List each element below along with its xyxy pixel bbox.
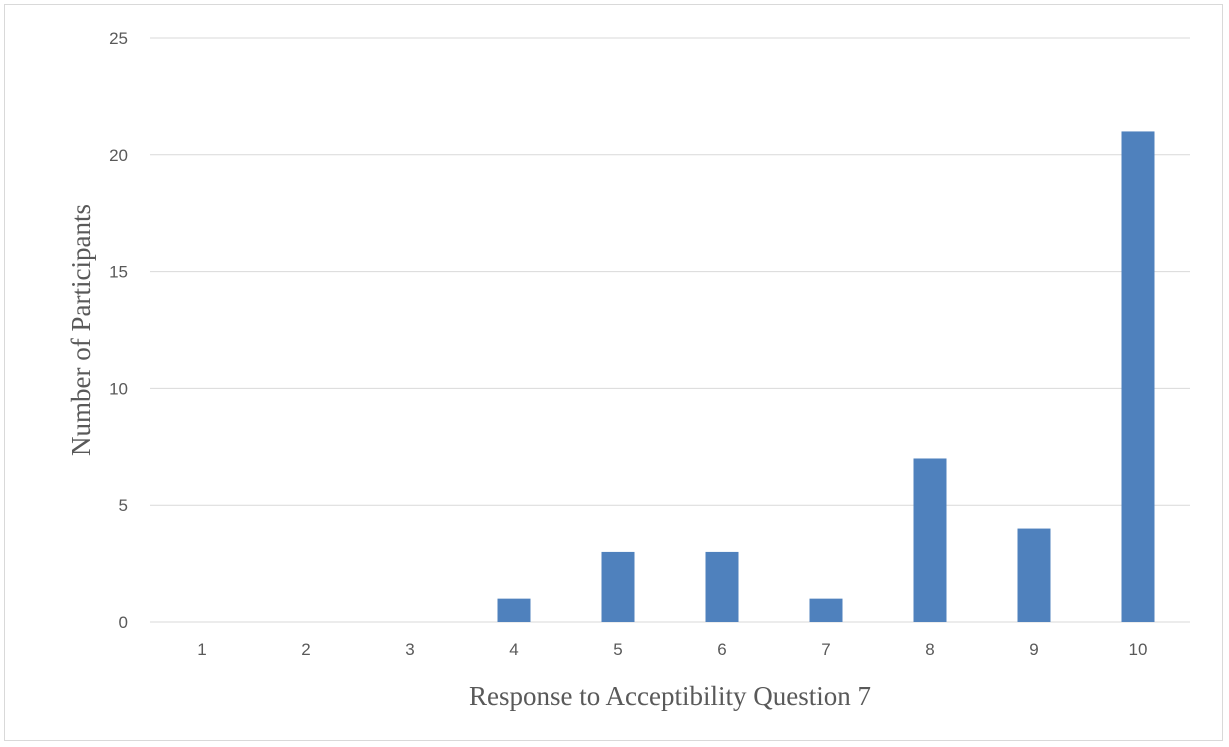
bars [497, 131, 1155, 622]
bar-8 [913, 458, 947, 622]
y-tick-label: 20 [109, 146, 128, 165]
x-tick-label: 8 [925, 640, 934, 659]
gridlines [150, 37, 1190, 623]
bar-5 [601, 551, 635, 622]
bar-6 [705, 551, 739, 622]
bar-10 [1121, 131, 1155, 622]
y-tick-label: 25 [109, 29, 128, 48]
x-tick-label: 5 [613, 640, 622, 659]
y-tick-label: 5 [119, 496, 128, 515]
bar-7 [809, 598, 843, 622]
y-tick-label: 10 [109, 379, 128, 398]
y-tick-label: 0 [119, 613, 128, 632]
x-tick-label: 1 [197, 640, 206, 659]
x-tick-label: 4 [509, 640, 518, 659]
y-tick-label: 15 [109, 263, 128, 282]
x-tick-label: 9 [1029, 640, 1038, 659]
x-tick-label: 2 [301, 640, 310, 659]
x-tick-label: 6 [717, 640, 726, 659]
bar-4 [497, 598, 531, 622]
y-axis-title: Number of Participants [66, 204, 96, 456]
x-tick-label: 3 [405, 640, 414, 659]
bar-9 [1017, 528, 1051, 622]
x-tick-labels: 1 2 3 4 5 6 7 8 9 10 [197, 640, 1147, 659]
y-tick-labels: 0 5 10 15 20 25 [109, 29, 128, 632]
x-tick-label: 7 [821, 640, 830, 659]
x-axis-title: Response to Acceptibility Question 7 [469, 681, 871, 711]
x-tick-label: 10 [1129, 640, 1148, 659]
